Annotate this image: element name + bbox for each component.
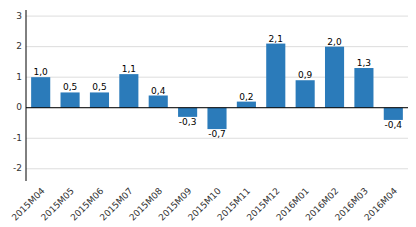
bar <box>384 108 403 120</box>
data-label: -0,7 <box>208 129 226 139</box>
data-label: 0,5 <box>92 82 106 92</box>
y-tick-label: 1 <box>16 72 22 82</box>
bar <box>207 108 226 129</box>
bar <box>266 44 285 108</box>
data-label: 0,9 <box>298 70 313 80</box>
y-tick-label: -2 <box>13 163 22 173</box>
zero-line <box>26 107 408 108</box>
y-tick-label: 2 <box>16 41 22 51</box>
data-label: -0,4 <box>385 120 403 130</box>
bar <box>119 74 138 108</box>
bar <box>178 108 197 117</box>
data-label: 1,0 <box>34 67 49 77</box>
grid-line <box>26 107 408 108</box>
bar <box>149 96 168 108</box>
bars <box>31 44 403 130</box>
bar <box>237 102 256 108</box>
y-tick-label: -1 <box>13 133 22 143</box>
y-tick-label: 3 <box>16 11 22 21</box>
data-label: 0,2 <box>239 92 253 102</box>
data-label: 1,1 <box>122 64 136 74</box>
bar <box>61 92 80 107</box>
y-axis <box>26 10 27 181</box>
grid-line <box>26 77 408 78</box>
grid-line <box>26 16 408 17</box>
grid <box>26 16 408 169</box>
bar <box>354 68 373 108</box>
y-tick-label: 0 <box>16 102 22 112</box>
grid-line <box>26 168 408 169</box>
bar <box>296 80 315 107</box>
data-label: 0,4 <box>151 86 166 96</box>
data-label: 1,3 <box>357 58 371 68</box>
x-tick-label: 2016M04 <box>362 186 399 223</box>
bar <box>31 77 50 108</box>
grid-line <box>26 46 408 47</box>
data-label: 0,5 <box>63 82 77 92</box>
bar <box>90 92 109 107</box>
bar <box>325 47 344 108</box>
data-label: 2,0 <box>327 37 342 47</box>
data-label: -0,3 <box>179 117 197 127</box>
chart: -2 -1 0 1 2 3 1,0 0,5 0,5 1,1 0,4 -0,3 -0,7 0,2 2,1 0,9… <box>0 0 416 227</box>
data-label: 2,1 <box>269 34 283 44</box>
